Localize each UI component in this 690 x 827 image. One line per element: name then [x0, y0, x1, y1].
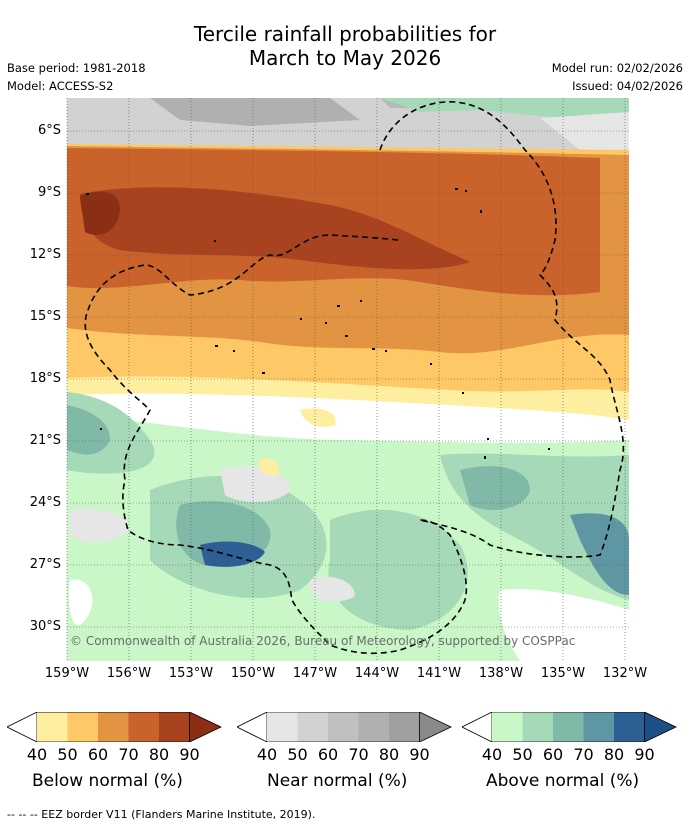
colorbar-tick: 60	[87, 745, 109, 764]
x-tick-label: 156°W	[106, 666, 152, 681]
eez-border	[84, 101, 625, 655]
x-tick-label: 159°W	[44, 666, 90, 681]
colorbar-segment	[462, 712, 493, 742]
gridlines	[66, 98, 629, 661]
y-tick-label: 27°S	[29, 557, 61, 572]
issued-text: Issued: 04/02/2026	[572, 79, 683, 93]
title-line-1: Tercile rainfall probabilities for	[193, 22, 497, 46]
colorbar-near-normal	[237, 712, 452, 742]
colorbar-above-normal	[462, 712, 677, 742]
y-tick-label: 24°S	[29, 495, 61, 510]
neutral-patch-sw	[68, 579, 93, 626]
colorbar-tick: 50	[287, 745, 308, 764]
neutral-patch-se	[498, 589, 629, 661]
base-period-text: Base period: 1981-2018	[7, 61, 146, 75]
y-tick-label: 21°S	[29, 433, 61, 448]
y-tick-label: 12°S	[29, 247, 61, 262]
below-normal-max	[80, 191, 120, 236]
near-normal-darker-patch	[150, 98, 360, 126]
colorbar-tick: 60	[542, 745, 564, 764]
below-normal-50-patch-2	[258, 458, 279, 476]
above-normal-70-east	[460, 466, 530, 510]
colorbar-tick: 90	[179, 745, 200, 764]
near-normal-light-patch	[540, 112, 629, 150]
model-run-text: Model run: 02/02/2026	[551, 61, 683, 75]
meta-left: Base period: 1981-2018 Model: ACCESS-S2	[7, 59, 146, 95]
y-tick-label: 9°S	[37, 185, 61, 200]
colorbar-tick: 70	[348, 745, 369, 764]
neutral-band	[67, 393, 629, 440]
y-tick-label: 18°S	[29, 371, 61, 386]
legend-title: Below normal (%)	[32, 771, 183, 791]
x-tick-label: 141°W	[416, 666, 462, 681]
colorbar-segment	[237, 712, 268, 742]
colorbar-segment	[644, 712, 677, 742]
colorbar-below-normal	[7, 712, 222, 742]
below-normal-50-patch	[300, 408, 336, 427]
above-normal-70-west	[67, 405, 110, 455]
x-tick-label: 138°W	[478, 666, 524, 681]
map-field	[67, 98, 629, 661]
colorbar-tick: 50	[57, 745, 78, 764]
colorbar-tick: 40	[256, 745, 278, 764]
colorbar-segment	[98, 712, 129, 742]
x-tick-label: 150°W	[230, 666, 276, 681]
title-line-2: March to May 2026	[248, 46, 442, 70]
colorbar-segment	[358, 712, 389, 742]
y-tick-label: 30°S	[29, 619, 61, 634]
colorbar-tick: 80	[603, 745, 625, 764]
above-normal-60-south	[328, 509, 468, 630]
colorbar-segment	[189, 712, 222, 742]
near-normal-patch-3	[310, 576, 355, 602]
colorbar-segment	[419, 712, 452, 742]
meta-right: Model run: 02/02/2026 Issued: 04/02/2026	[552, 59, 683, 95]
colorbar-segment	[128, 712, 159, 742]
legend-title: Near normal (%)	[267, 771, 408, 791]
colorbar-segment	[159, 712, 190, 742]
colorbar-tick: 60	[317, 745, 339, 764]
colorbar-tick: 50	[512, 745, 533, 764]
probability-map	[66, 98, 629, 661]
colorbar-segment	[522, 712, 553, 742]
colorbar-segment	[297, 712, 328, 742]
y-tick-label: 6°S	[37, 123, 61, 138]
eez-footnote: -- -- -- EEZ border V11 (Flanders Marine…	[7, 808, 316, 821]
colorbar-segment	[553, 712, 584, 742]
colorbar-segment	[492, 712, 523, 742]
colorbar-tick: 80	[148, 745, 170, 764]
x-tick-label: 135°W	[540, 666, 586, 681]
model-text: Model: ACCESS-S2	[7, 79, 114, 93]
colorbar-tick: 90	[409, 745, 430, 764]
colorbar-segment	[614, 712, 645, 742]
x-tick-label: 153°W	[168, 666, 214, 681]
colorbar-segment	[7, 712, 38, 742]
y-tick-label: 15°S	[29, 309, 61, 324]
x-tick-label: 144°W	[354, 666, 400, 681]
colorbar-tick: 90	[634, 745, 655, 764]
colorbar-segment	[267, 712, 298, 742]
legend-title: Above normal (%)	[486, 771, 640, 791]
colorbar-segment	[583, 712, 614, 742]
x-tick-label: 132°W	[602, 666, 648, 681]
x-tick-label: 147°W	[292, 666, 338, 681]
colorbar-tick: 80	[378, 745, 400, 764]
colorbar-segment	[328, 712, 359, 742]
islands	[86, 188, 550, 459]
colorbar-tick: 40	[26, 745, 48, 764]
below-normal-90	[80, 187, 470, 270]
map-title: Tercile rainfall probabilities for March…	[0, 22, 690, 70]
colorbar-segment	[37, 712, 68, 742]
colorbar-tick: 40	[481, 745, 503, 764]
colorbar-tick: 70	[118, 745, 139, 764]
colorbar-tick: 70	[573, 745, 594, 764]
near-normal-patch-2	[70, 508, 130, 542]
colorbar-segment	[389, 712, 420, 742]
colorbar-segment	[67, 712, 98, 742]
copyright-notice: © Commonwealth of Australia 2026, Bureau…	[70, 634, 576, 648]
